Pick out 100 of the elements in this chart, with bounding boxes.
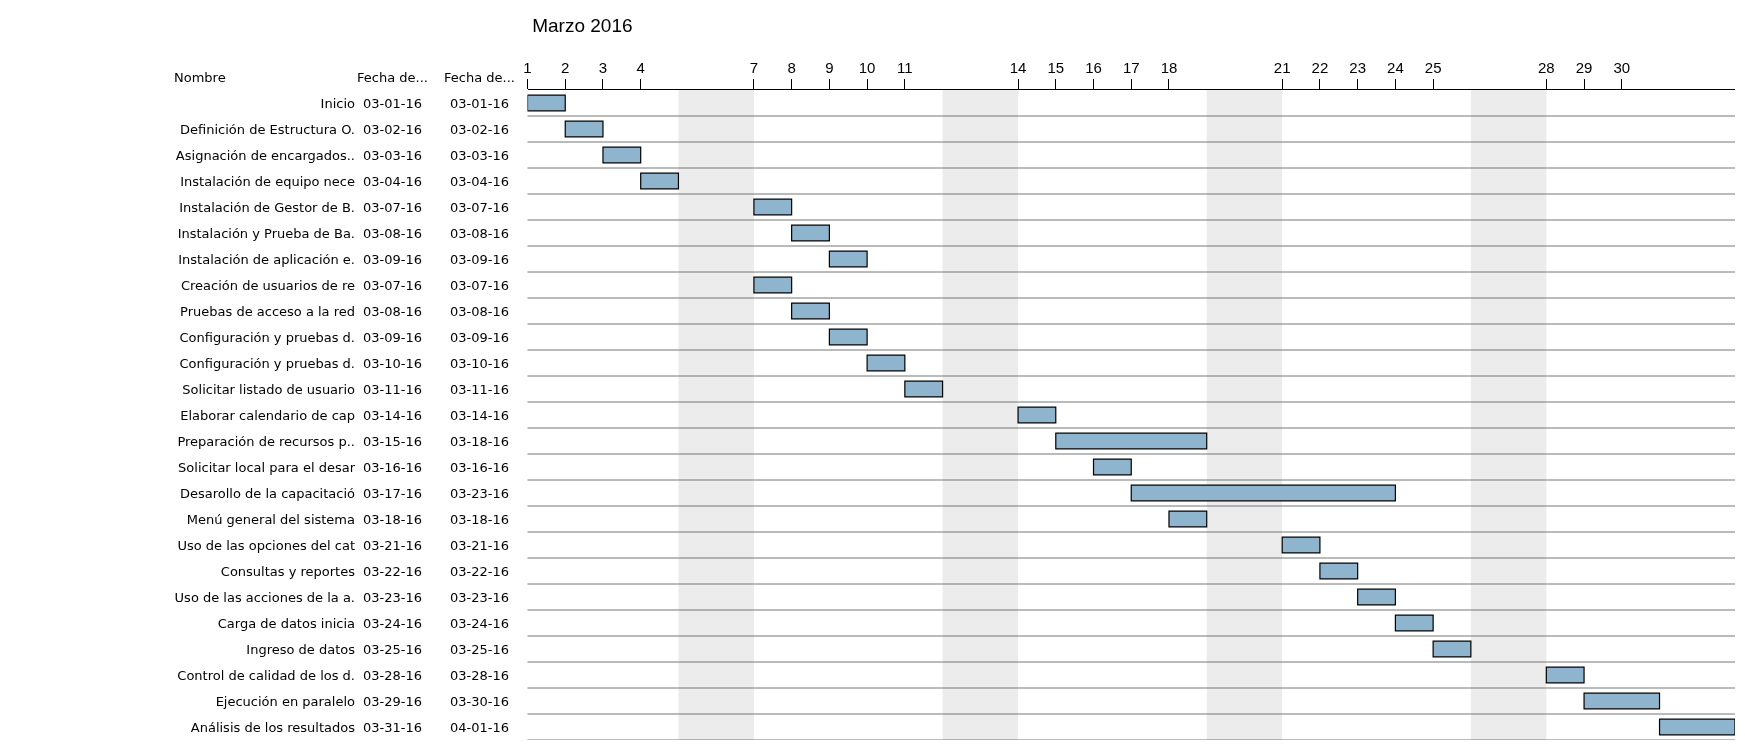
bar xyxy=(791,302,830,320)
text: 03-09-16 xyxy=(363,330,423,345)
x-tick-label: 3 xyxy=(598,59,608,76)
x-tick-label: 18 xyxy=(1160,59,1178,76)
text: 03-03-16 xyxy=(450,148,510,163)
text: 03-08-16 xyxy=(363,304,423,319)
bar xyxy=(602,146,642,164)
x-tick-label: 7 xyxy=(749,59,759,76)
x-tick-label: 16 xyxy=(1085,59,1102,76)
text: 03-03-16 xyxy=(363,148,423,163)
text: 03-09-16 xyxy=(363,252,423,267)
y-axis-title: Nombre xyxy=(174,70,226,85)
x-tick-label: 22 xyxy=(1311,59,1329,76)
text: 03-09-16 xyxy=(450,330,510,345)
y-tick-label: Definición de Estructura O. xyxy=(180,121,355,137)
bar xyxy=(753,198,793,216)
text: 03-22-16 xyxy=(363,564,423,579)
text: 03-22-16 xyxy=(450,564,510,579)
x-tick-label: 10 xyxy=(858,59,876,76)
x-tick-label: 9 xyxy=(825,59,834,76)
y-tick-label: Inicio xyxy=(320,95,356,111)
bar xyxy=(1055,432,1208,450)
text: 03-23-16 xyxy=(450,486,510,501)
x-tick-label: 14 xyxy=(1009,59,1027,76)
y-tick-label: Ejecución en paralelo xyxy=(215,693,356,709)
text: 03-31-16 xyxy=(363,720,423,735)
chart-title: Marzo 2016 xyxy=(532,15,633,37)
y-tick-label: Análisis de los resultados xyxy=(190,719,356,735)
y-tick-label: Carga de datos inicia xyxy=(217,615,355,631)
text: Fecha de... xyxy=(444,70,515,85)
text: 03-07-16 xyxy=(363,278,423,293)
y-tick-label: Instalación de Gestor de B. xyxy=(179,199,355,215)
bar xyxy=(1583,692,1661,710)
bar xyxy=(753,276,793,294)
text: 03-18-16 xyxy=(450,512,510,527)
y-tick-label: Ingreso de datos xyxy=(246,641,356,657)
bar xyxy=(564,120,604,138)
x-tick-label: 29 xyxy=(1575,59,1593,76)
y-tick-label: Preparación de recursos p.. xyxy=(177,433,355,449)
bar xyxy=(1394,614,1434,632)
text: 03-28-16 xyxy=(450,668,510,683)
text: 03-10-16 xyxy=(363,356,423,371)
text: 03-10-16 xyxy=(450,356,510,371)
y-tick-label: Desarollo de la capacitació xyxy=(179,485,356,501)
y-tick-label: Configuración y pruebas d. xyxy=(179,355,355,371)
x-tick-label: 21 xyxy=(1273,59,1291,76)
text: 03-07-16 xyxy=(363,200,423,215)
bar xyxy=(1357,588,1396,606)
y-tick-label: Instalación de equipo nece xyxy=(180,173,355,189)
y-tick-label: Configuración y pruebas d. xyxy=(179,329,355,345)
x-tick-label: 4 xyxy=(636,59,645,76)
text: 03-16-16 xyxy=(363,460,423,475)
text: 03-07-16 xyxy=(450,278,510,293)
x-tick-label: 15 xyxy=(1047,59,1065,76)
text: 03-30-16 xyxy=(450,694,510,709)
text: 03-14-16 xyxy=(363,408,423,423)
y-tick-label: Pruebas de acceso a la red xyxy=(180,303,355,319)
y-tick-label: Control de calidad de los d. xyxy=(177,667,355,683)
y-tick-label: Consultas y reportes xyxy=(220,563,356,579)
text: 03-21-16 xyxy=(450,538,510,553)
bar xyxy=(828,328,868,346)
text: 03-28-16 xyxy=(363,668,423,683)
y-tick-label: Uso de las acciones de la a. xyxy=(174,589,355,605)
bar xyxy=(527,94,566,112)
bar xyxy=(1319,562,1359,580)
text: 03-08-16 xyxy=(450,226,510,241)
text: 03-18-16 xyxy=(450,434,510,449)
text: 03-01-16 xyxy=(450,96,510,111)
bar xyxy=(1432,640,1472,658)
x-tick-label: 8 xyxy=(787,59,796,76)
text: 03-11-16 xyxy=(450,382,510,397)
bar xyxy=(1281,536,1321,554)
text: 03-08-16 xyxy=(450,304,510,319)
text: 03-23-16 xyxy=(450,590,510,605)
x-tick-label: 2 xyxy=(561,59,570,76)
text: 03-25-16 xyxy=(450,642,510,657)
bar xyxy=(791,224,830,242)
text: 03-21-16 xyxy=(363,538,423,553)
text: 03-29-16 xyxy=(363,694,423,709)
text: 03-17-16 xyxy=(363,486,423,501)
bar xyxy=(828,250,868,268)
text: 03-04-16 xyxy=(450,174,510,189)
x-tick-label: 28 xyxy=(1537,59,1555,76)
y-tick-label: Elaborar calendario de cap xyxy=(180,407,355,423)
text: 03-15-16 xyxy=(363,434,423,449)
text: 03-02-16 xyxy=(363,122,423,137)
bar xyxy=(1658,718,1735,736)
y-tick-label: Solicitar local para el desar xyxy=(178,459,356,475)
x-tick-label: 17 xyxy=(1122,59,1140,76)
text: 03-14-16 xyxy=(450,408,510,423)
text: Fecha de... xyxy=(357,70,428,85)
text: 03-02-16 xyxy=(450,122,510,137)
x-tick-label: 23 xyxy=(1349,59,1366,76)
text: 03-16-16 xyxy=(450,460,510,475)
bar xyxy=(640,172,680,190)
text: 03-04-16 xyxy=(363,174,423,189)
bar xyxy=(1545,666,1585,684)
text: 03-18-16 xyxy=(363,512,423,527)
y-tick-label: Uso de las opciones del cat xyxy=(177,537,355,553)
bar xyxy=(1168,510,1208,528)
